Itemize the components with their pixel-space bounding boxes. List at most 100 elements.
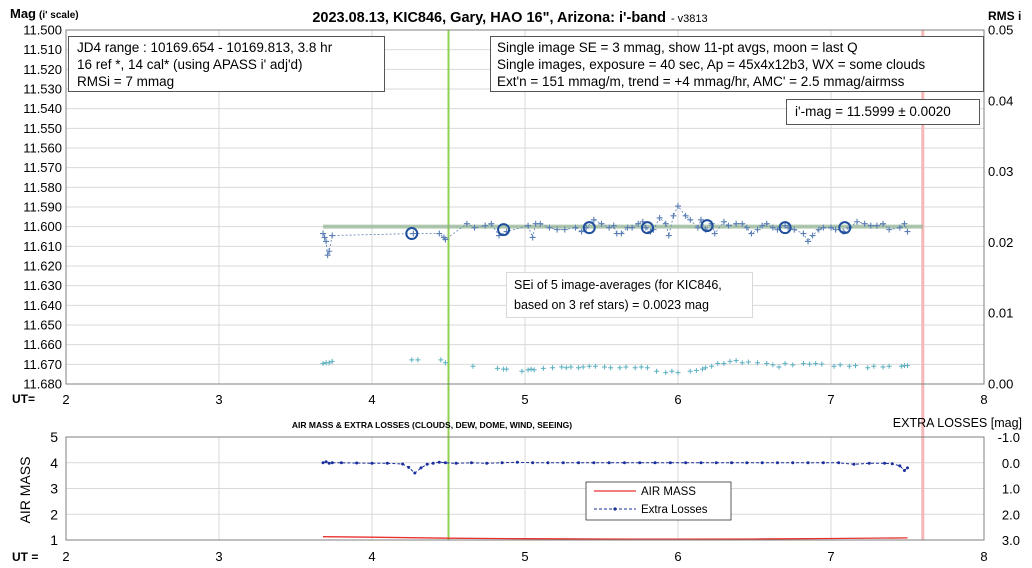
- top-y2-tick-label: 0.00: [988, 377, 1013, 392]
- single-image-point: [769, 224, 776, 231]
- rms-point: [846, 363, 852, 369]
- extra-losses-point: [699, 461, 703, 465]
- extra-losses-point: [622, 461, 626, 465]
- extra-losses-point: [745, 461, 749, 465]
- rms-point: [764, 360, 770, 366]
- single-image-point: [832, 226, 839, 233]
- single-image-point: [561, 226, 568, 233]
- legend-losses-marker: [613, 507, 617, 511]
- chart-title: 2023.08.13, KIC846, Gary, HAO 16", Arizo…: [312, 10, 707, 26]
- rms-point: [592, 363, 598, 369]
- extra-losses-point: [401, 462, 405, 466]
- single-image-point: [763, 220, 770, 227]
- rms-point: [531, 367, 537, 373]
- top-y-tick-label: 11.540: [23, 101, 62, 116]
- single-image-point: [572, 224, 579, 231]
- top-x-tick-label: 5: [521, 392, 528, 407]
- extra-losses-point: [437, 460, 441, 464]
- extra-losses-point: [607, 461, 611, 465]
- single-image-point: [805, 238, 812, 245]
- rms-point: [519, 368, 525, 374]
- top-x-tick-label: 8: [980, 392, 987, 407]
- single-image-point: [323, 238, 330, 245]
- bottom-y2-tick-label: 2.0: [1002, 507, 1020, 522]
- rms-point: [852, 363, 858, 369]
- top-y2-tick-label: 0.01: [988, 306, 1013, 321]
- extra-losses-point: [837, 461, 841, 465]
- single-image-point: [694, 224, 701, 231]
- extra-losses-point: [883, 461, 887, 465]
- rms-point: [617, 365, 623, 371]
- top-x-tick-label: 3: [215, 392, 222, 407]
- rms-point: [550, 365, 556, 371]
- average-point: [497, 223, 511, 237]
- extra-losses-point: [684, 461, 688, 465]
- extra-losses-point: [668, 461, 672, 465]
- info-right-line-1: Single image SE = 3 mmag, show 11-pt avg…: [497, 40, 858, 55]
- rms-point: [715, 360, 721, 366]
- top-y-tick-label: 11.530: [23, 82, 62, 97]
- extra-losses-point: [760, 461, 764, 465]
- top-y-tick-label: 11.660: [23, 337, 62, 352]
- single-image-point: [546, 224, 553, 231]
- rms-point: [871, 363, 877, 369]
- bottom-y-tick-label: 3: [50, 481, 58, 497]
- single-image-point: [697, 216, 704, 223]
- single-image-point: [326, 248, 333, 255]
- top-y-tick-label: 11.550: [23, 121, 62, 136]
- single-image-point: [904, 228, 911, 235]
- rms-point: [837, 362, 843, 368]
- rms-point: [699, 366, 705, 372]
- top-y-tick-label: 11.510: [23, 42, 62, 57]
- extra-losses-point: [485, 461, 489, 465]
- single-image-point: [791, 226, 798, 233]
- extra-losses-point: [653, 461, 657, 465]
- rms-point: [559, 364, 565, 370]
- rms-point: [442, 360, 448, 366]
- rms-point: [563, 365, 569, 371]
- average-point: [778, 221, 792, 235]
- extra-losses-point: [515, 460, 519, 464]
- top-y-tick-label: 11.610: [23, 239, 62, 254]
- rms-point: [329, 358, 335, 364]
- y2-axis-label: RMS i: [988, 9, 1021, 23]
- rms-point: [770, 362, 776, 368]
- sei-line-2: based on 3 ref stars) = 0.0023 mag: [514, 298, 709, 312]
- bottom-plot-frame: [65, 436, 985, 541]
- magnitude-series: [320, 203, 923, 376]
- rms-point: [623, 364, 629, 370]
- info-box-left: JD4 range : 10169.654 - 10169.813, 3.8 h…: [68, 36, 385, 92]
- rms-point: [905, 363, 910, 369]
- bottom-y-tick-label: 2: [50, 506, 58, 522]
- rms-point: [576, 365, 582, 371]
- extra-losses-point: [561, 461, 565, 465]
- rms-point: [790, 362, 796, 368]
- rms-point: [709, 363, 715, 369]
- rms-point: [693, 368, 699, 374]
- rms-point: [813, 360, 819, 366]
- lower-chart-title: AIR MASS & EXTRA LOSSES (CLOUDS, DEW, DO…: [292, 420, 572, 430]
- rms-point: [580, 364, 586, 370]
- rms-point: [638, 364, 644, 370]
- single-image-point: [820, 224, 827, 231]
- top-y-tick-label: 11.500: [23, 23, 62, 38]
- bottom-y-tick-label: 5: [50, 429, 58, 445]
- top-x-tick-label: 2: [62, 392, 69, 407]
- rms-point: [608, 365, 614, 371]
- rms-point: [669, 368, 675, 374]
- extra-losses-point: [852, 462, 856, 466]
- top-plot-frame: [65, 29, 985, 385]
- airmass-series: [321, 460, 909, 540]
- top-y-tick-label: 11.560: [23, 141, 62, 156]
- single-image-point: [665, 232, 672, 239]
- rms-point: [703, 365, 709, 371]
- single-image-point: [629, 224, 636, 231]
- average-point: [405, 227, 419, 241]
- lower-y-axis-label: AIR MASS: [17, 457, 33, 524]
- extra-losses-point: [324, 460, 328, 464]
- single-image-point: [598, 220, 605, 227]
- single-image-point: [670, 212, 677, 219]
- extra-losses-point: [906, 466, 909, 470]
- single-image-point: [861, 220, 868, 227]
- rms-point: [898, 363, 904, 369]
